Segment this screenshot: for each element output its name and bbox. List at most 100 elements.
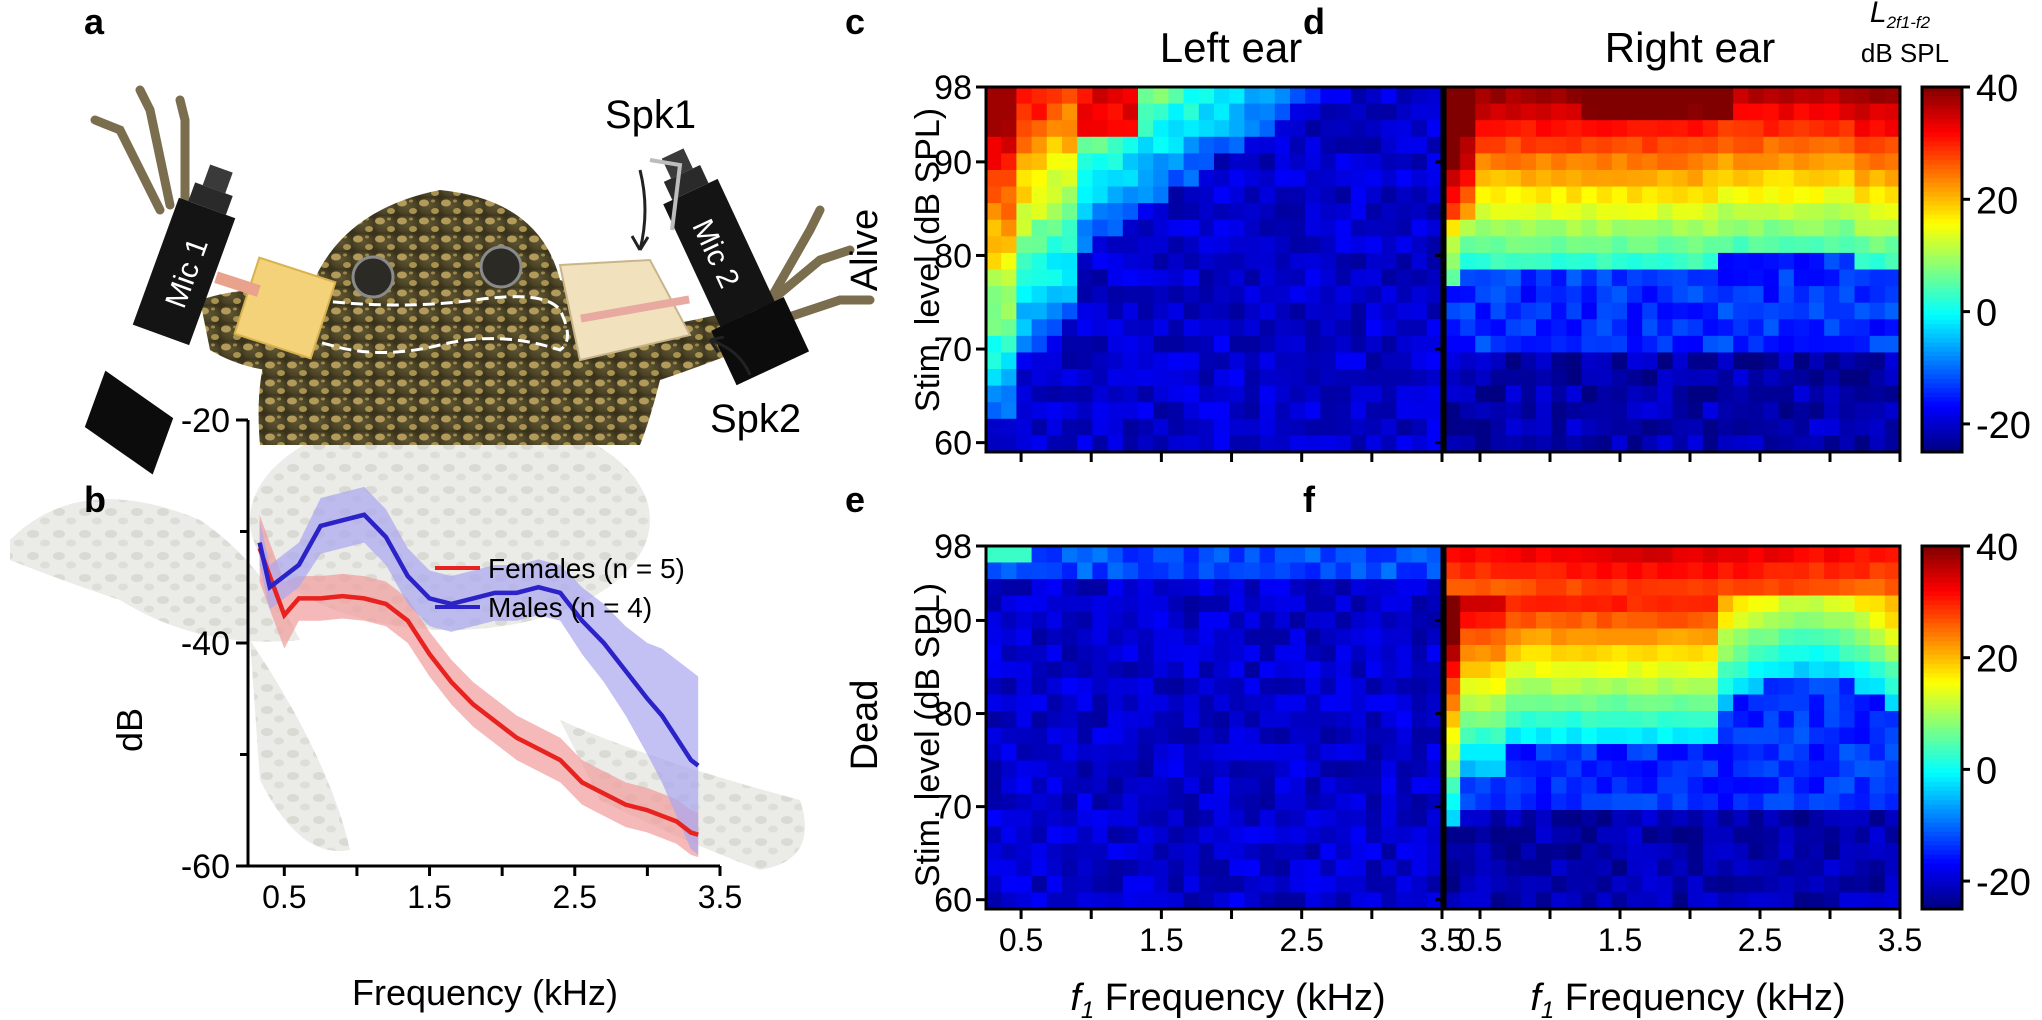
heat-cell: [1381, 335, 1397, 354]
heat-cell: [1107, 418, 1124, 437]
heat-cell: [1839, 843, 1856, 861]
heat-cell: [1824, 645, 1840, 663]
heat-cell: [1445, 236, 1461, 254]
heat-frame: [984, 85, 1444, 454]
colorbar-frame: [1920, 544, 1964, 911]
heat-cell: [1183, 595, 1200, 613]
heat-cell: [1824, 859, 1840, 877]
heat-cell: [1168, 286, 1185, 304]
heat-cell: [1778, 87, 1795, 105]
heat-cell: [1445, 186, 1461, 204]
heat-cell: [1884, 661, 1901, 679]
colorbar-step: [1922, 564, 1962, 570]
heat-cell: [1596, 744, 1613, 762]
heat-cell: [1566, 859, 1583, 877]
heat-cell: [1107, 579, 1124, 597]
heat-cell: [1445, 678, 1461, 696]
heat-cell: [1229, 876, 1245, 894]
heat-cell: [1168, 678, 1185, 696]
heat-cell: [1381, 302, 1397, 320]
heat-cell: [1229, 826, 1245, 844]
heat-cell: [1642, 236, 1658, 254]
heat-cell: [1366, 546, 1382, 564]
heat-cell: [1551, 319, 1567, 337]
colorbar-step: [1922, 306, 1962, 312]
spk1-pointer: [638, 169, 647, 251]
heat-cell: [1536, 302, 1552, 320]
heat-cell: [1168, 826, 1185, 844]
heat-cell: [1763, 645, 1780, 663]
heat-cell: [1426, 645, 1443, 663]
heat-cell: [1138, 252, 1154, 271]
heat-cell: [1183, 843, 1200, 861]
heat-cell: [1884, 612, 1901, 630]
heat-cell: [1475, 711, 1492, 729]
heat-cell: [1642, 628, 1658, 646]
heat-cell: [1490, 153, 1507, 171]
heat-cell: [1320, 252, 1337, 271]
colorbar-step: [1922, 568, 1962, 574]
heat-cell: [1229, 793, 1245, 811]
heat-cell: [1687, 777, 1704, 795]
heat-cell: [1839, 302, 1856, 320]
heat-cell: [1809, 892, 1825, 910]
heat-cell: [1214, 319, 1230, 337]
heat-cell: [1335, 269, 1352, 287]
colorbar-step: [1922, 877, 1962, 883]
heat-cell: [1809, 546, 1825, 564]
heat-cell: [1718, 579, 1734, 597]
heat-cell: [1396, 562, 1413, 580]
heat-cell: [986, 546, 1002, 564]
heat-cell: [1672, 352, 1689, 370]
heat-cell: [1016, 402, 1033, 420]
heat-cell: [986, 612, 1002, 630]
heat-cell: [1001, 595, 1017, 613]
heat-cell: [1198, 236, 1215, 254]
heat-cell: [1839, 286, 1856, 304]
heat-cell: [1396, 645, 1413, 663]
heat-cell: [1672, 335, 1689, 354]
heat-cell: [1001, 793, 1017, 811]
heat-cell: [1062, 136, 1078, 154]
heat-cell: [1505, 793, 1522, 811]
heat-cell: [1611, 694, 1628, 712]
heat-cell: [1672, 744, 1689, 762]
heat-cell: [1505, 103, 1522, 121]
heat-cell: [1445, 136, 1461, 154]
heat-cell: [1183, 628, 1200, 646]
heat-cell: [1854, 418, 1871, 437]
heat-cell: [1107, 793, 1124, 811]
heat-cell: [1490, 876, 1507, 894]
colorbar-step: [1922, 173, 1962, 179]
colorbar-step: [1922, 768, 1962, 774]
colorbar-step: [1922, 573, 1962, 579]
heat-cell: [1016, 252, 1033, 271]
heat-cell: [1366, 859, 1382, 877]
heat-cell: [1122, 612, 1139, 630]
heat-cell: [1046, 826, 1063, 844]
heat-cell: [1077, 385, 1093, 403]
heat-cell: [1350, 892, 1367, 910]
heat-cell: [1244, 876, 1261, 894]
heat-cell: [1869, 562, 1886, 580]
heat-cell: [1092, 595, 1109, 613]
heat-cell: [1551, 876, 1567, 894]
heat-cell: [1062, 418, 1078, 437]
heat-cell: [1077, 369, 1093, 387]
heat-cell: [1062, 711, 1078, 729]
heat-cell: [1320, 286, 1337, 304]
heat-cell: [1046, 402, 1063, 420]
heat-cell: [1778, 153, 1795, 171]
heat-cell: [1854, 892, 1871, 910]
heat-cell: [1642, 546, 1658, 564]
heat-cell: [1793, 252, 1810, 271]
heat-cell: [1244, 793, 1261, 811]
heat-cell: [1381, 892, 1397, 910]
heat-cell: [1259, 628, 1276, 646]
heat-cell: [1672, 286, 1689, 304]
heat-cell: [1092, 435, 1109, 453]
heat-cell: [1460, 269, 1476, 287]
heat-cell: [1460, 87, 1476, 105]
colorbar-step: [1922, 283, 1962, 289]
heat-cell: [1748, 136, 1765, 154]
